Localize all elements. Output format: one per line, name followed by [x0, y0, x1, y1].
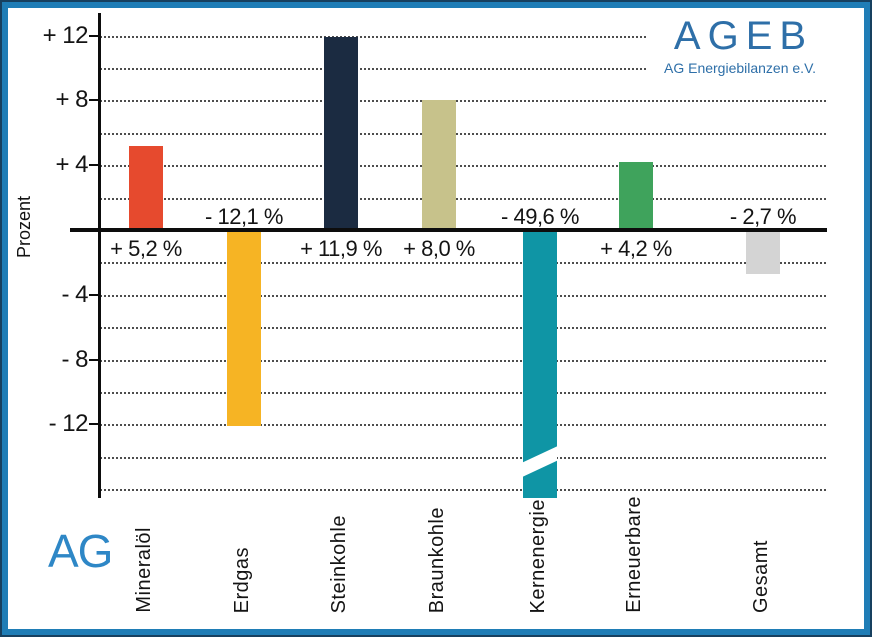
y-axis-tick--8: [89, 358, 100, 361]
bar-braunkohle: [422, 100, 456, 230]
gridline-2: [100, 197, 826, 200]
axis-break-kernenergie: [523, 445, 557, 478]
gridline-6: [100, 132, 826, 135]
bar-kernenergie: [523, 230, 557, 498]
value-label-kernenergie: - 49,6 %: [501, 204, 579, 229]
y-axis-tick-label-8: + 8: [55, 86, 88, 114]
gridline--4: [100, 294, 826, 297]
value-label-gesamt: - 2,7 %: [729, 204, 797, 229]
ag-corner-brand: AG: [48, 525, 113, 577]
y-axis-line: [98, 13, 101, 498]
y-axis-tick-label-12: + 12: [42, 21, 89, 49]
category-label-erneuerbare: Erneuerbare: [623, 496, 645, 613]
y-axis-tick-label--4: - 4: [61, 280, 88, 308]
value-label-erdgas: - 12,1 %: [205, 204, 283, 229]
value-label-braunkohle: + 8,0 %: [403, 236, 475, 261]
zero-baseline: [70, 228, 827, 232]
category-label-mineraloel: Mineralöl: [133, 527, 155, 613]
value-label-steinkohle: + 11,9 %: [300, 236, 382, 261]
category-label-erdgas: Erdgas: [231, 546, 253, 613]
gridline-12: [100, 35, 826, 38]
gridline--14: [100, 456, 826, 459]
gridline--2: [100, 262, 826, 265]
category-label-steinkohle: Steinkohle: [328, 514, 350, 613]
ageb-logo-text: AGEB: [673, 14, 814, 58]
y-axis-tick-label-4: + 4: [55, 151, 88, 179]
bar-mineraloel: [129, 145, 163, 230]
gridline--12: [100, 424, 826, 427]
ageb-logo: AGEB AG Energiebilanzen e.V.: [648, 13, 832, 95]
y-axis-tick--4: [89, 293, 100, 296]
bar-erneuerbare: [619, 161, 653, 230]
y-axis-title: Prozent: [14, 196, 34, 259]
bar-gesamt: [746, 230, 780, 274]
category-label-gesamt: Gesamt: [750, 539, 772, 613]
y-axis-tick-12: [89, 34, 100, 37]
gridline--16: [100, 489, 826, 492]
bar-erdgas: [227, 230, 261, 427]
y-axis-tick-label--8: - 8: [61, 345, 88, 373]
gridline--10: [100, 392, 826, 394]
category-label-braunkohle: Braunkohle: [426, 506, 448, 613]
gridline--8: [100, 359, 826, 362]
y-axis-tick-4: [89, 164, 100, 167]
gridline-8: [100, 100, 826, 103]
gridline-10: [100, 68, 826, 70]
value-label-mineraloel: + 5,2 %: [110, 236, 182, 261]
category-label-kernenergie: Kernenergie: [527, 498, 549, 613]
gridline--6: [100, 327, 826, 330]
y-axis-tick-8: [89, 99, 100, 102]
y-axis-tick--12: [89, 423, 100, 426]
ageb-logo-subtitle: AG Energiebilanzen e.V.: [663, 60, 817, 76]
bar-steinkohle: [324, 37, 358, 230]
value-label-erneuerbare: + 4,2 %: [600, 236, 672, 261]
gridline-4: [100, 165, 826, 168]
y-axis-tick-label--12: - 12: [48, 410, 89, 438]
